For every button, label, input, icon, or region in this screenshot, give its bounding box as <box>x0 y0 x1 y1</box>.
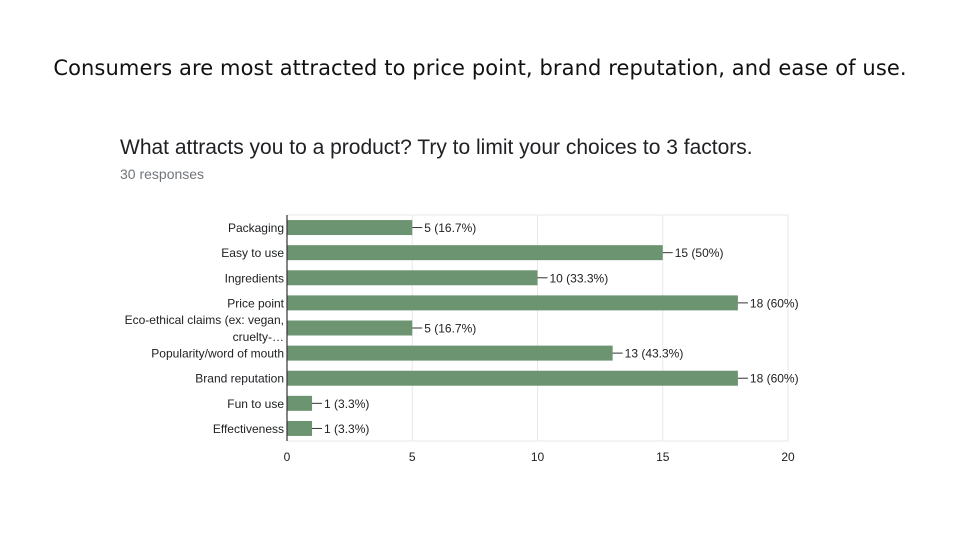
bar <box>287 345 613 361</box>
category-label: Ingredients <box>225 271 284 285</box>
data-label: 5 (16.7%) <box>424 322 476 336</box>
bar <box>287 270 538 286</box>
category-label: Eco-ethical claims (ex: vegan, <box>125 313 284 327</box>
data-label: 18 (60%) <box>750 296 799 310</box>
slide-headline: Consumers are most attracted to price po… <box>53 56 907 80</box>
category-label: Packaging <box>228 221 284 235</box>
category-label: Brand reputation <box>195 372 284 386</box>
category-label: cruelty-… <box>233 330 284 344</box>
category-label: Effectiveness <box>213 422 284 436</box>
x-tick-label: 15 <box>656 450 670 464</box>
data-label: 1 (3.3%) <box>324 422 369 436</box>
data-label: 13 (43.3%) <box>625 347 684 361</box>
category-label: Fun to use <box>227 397 284 411</box>
bar <box>287 320 413 336</box>
data-label: 18 (60%) <box>750 372 799 386</box>
bar <box>287 245 663 261</box>
bar <box>287 220 413 236</box>
category-label: Popularity/word of mouth <box>151 347 284 361</box>
bar <box>287 420 313 436</box>
chart-title: What attracts you to a product? Try to l… <box>120 136 753 159</box>
x-tick-label: 5 <box>409 450 416 464</box>
category-label: Easy to use <box>221 246 284 260</box>
x-tick-label: 0 <box>284 450 291 464</box>
bar <box>287 395 313 411</box>
bar <box>287 295 738 311</box>
response-count: 30 responses <box>120 166 205 182</box>
data-label: 10 (33.3%) <box>550 271 609 285</box>
category-label: Price point <box>227 296 284 310</box>
bar <box>287 370 738 386</box>
data-label: 1 (3.3%) <box>324 397 369 411</box>
data-label: 5 (16.7%) <box>424 221 476 235</box>
x-tick-label: 10 <box>531 450 545 464</box>
x-tick-label: 20 <box>781 450 795 464</box>
data-label: 15 (50%) <box>675 246 724 260</box>
